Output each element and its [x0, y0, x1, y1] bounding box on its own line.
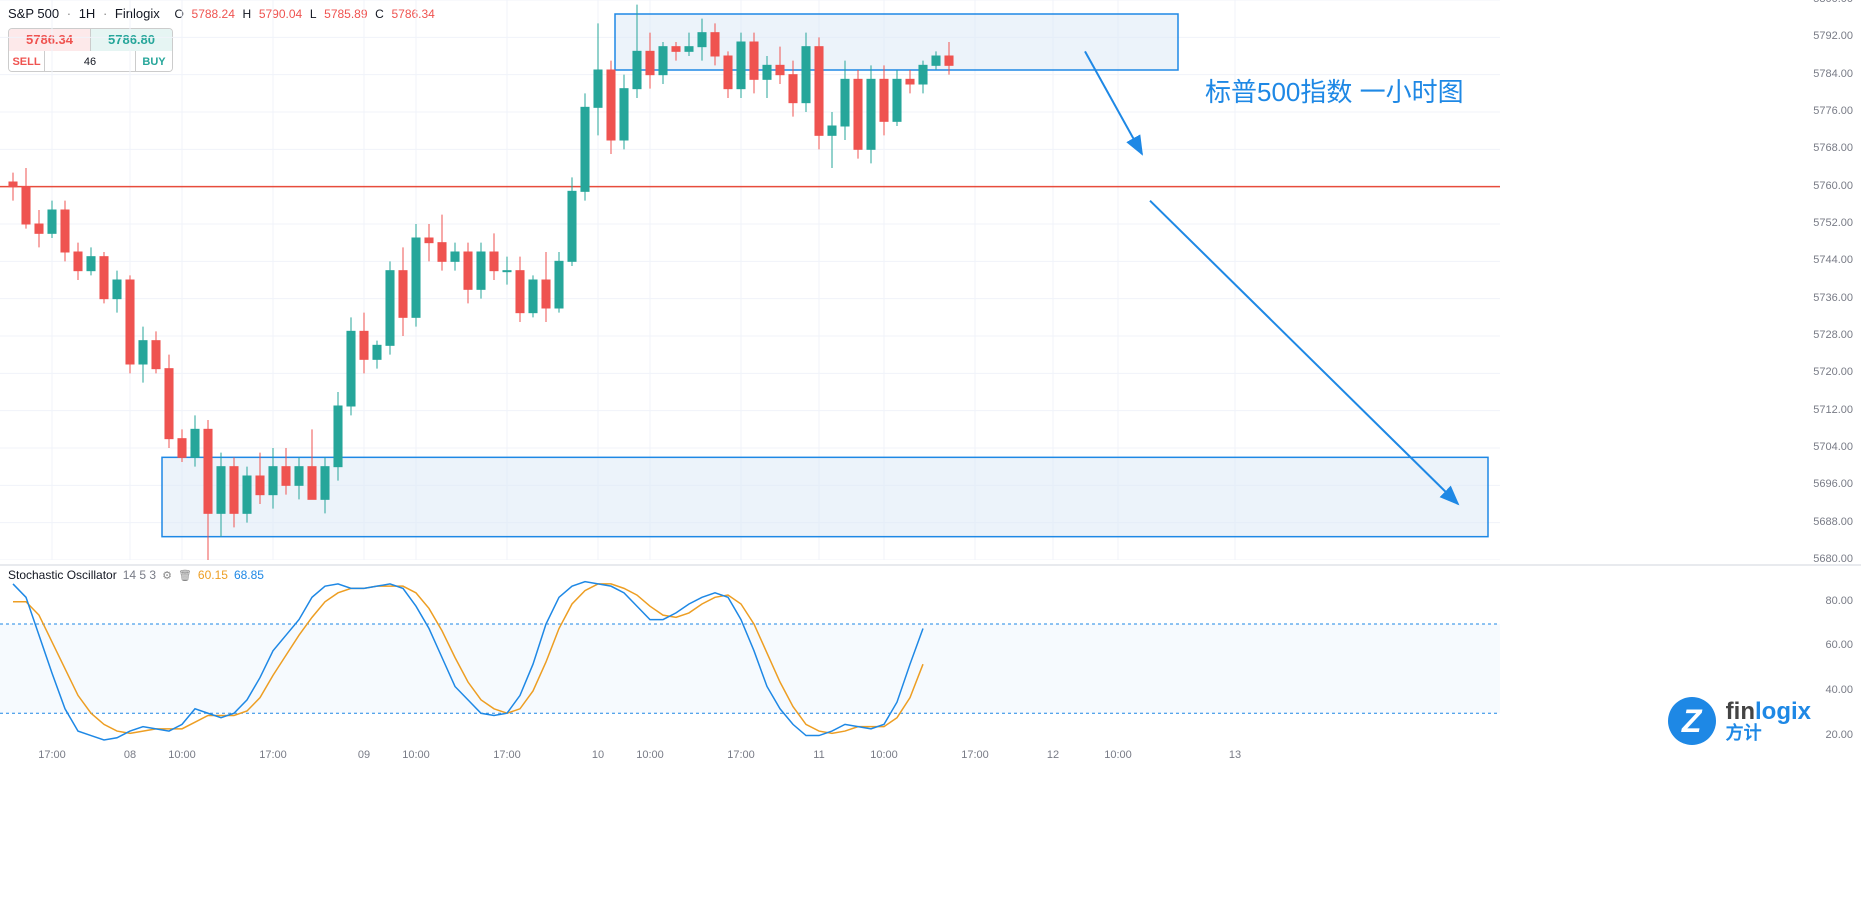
chart-frame: S&P 500 · 1H · Finlogix O 5788.24 H 5790…	[0, 0, 1861, 905]
ind-y-tick: 80.00	[1825, 595, 1853, 607]
stoch-k-value: 60.15	[198, 568, 228, 582]
indicator-params: 14 5 3	[123, 568, 156, 582]
ind-y-tick: 20.00	[1825, 729, 1853, 741]
x-tick: 09	[358, 749, 370, 761]
gear-icon[interactable]: ⚙	[162, 569, 172, 582]
ind-y-tick: 40.00	[1825, 684, 1853, 696]
x-tick: 10:00	[402, 749, 430, 761]
x-tick: 10:00	[168, 749, 196, 761]
finlogix-logo: Z finlogix 方计	[1668, 697, 1811, 745]
x-tick: 08	[124, 749, 136, 761]
ind-y-tick: 60.00	[1825, 639, 1853, 651]
x-tick: 10:00	[636, 749, 664, 761]
logo-icon: Z	[1668, 697, 1716, 745]
x-tick: 17:00	[493, 749, 521, 761]
x-tick: 10:00	[870, 749, 898, 761]
stochastic-pane[interactable]	[0, 0, 1861, 745]
indicator-header: Stochastic Oscillator 14 5 3 ⚙ 🗑 60.15 6…	[8, 568, 264, 582]
trash-icon[interactable]: 🗑	[178, 569, 192, 582]
time-axis: 17:00 08 10:00 17:00 09 10:00 17:00 10 10:00 17:0…	[0, 745, 1861, 775]
x-tick: 17:00	[961, 749, 989, 761]
x-tick: 10	[592, 749, 604, 761]
x-tick: 11	[813, 749, 824, 761]
x-tick: 17:00	[38, 749, 66, 761]
x-tick: 13	[1229, 749, 1241, 761]
x-tick: 17:00	[259, 749, 287, 761]
x-tick: 12	[1047, 749, 1059, 761]
stoch-d-value: 68.85	[234, 568, 264, 582]
x-tick: 17:00	[727, 749, 755, 761]
x-tick: 10:00	[1104, 749, 1132, 761]
indicator-name[interactable]: Stochastic Oscillator	[8, 568, 117, 582]
